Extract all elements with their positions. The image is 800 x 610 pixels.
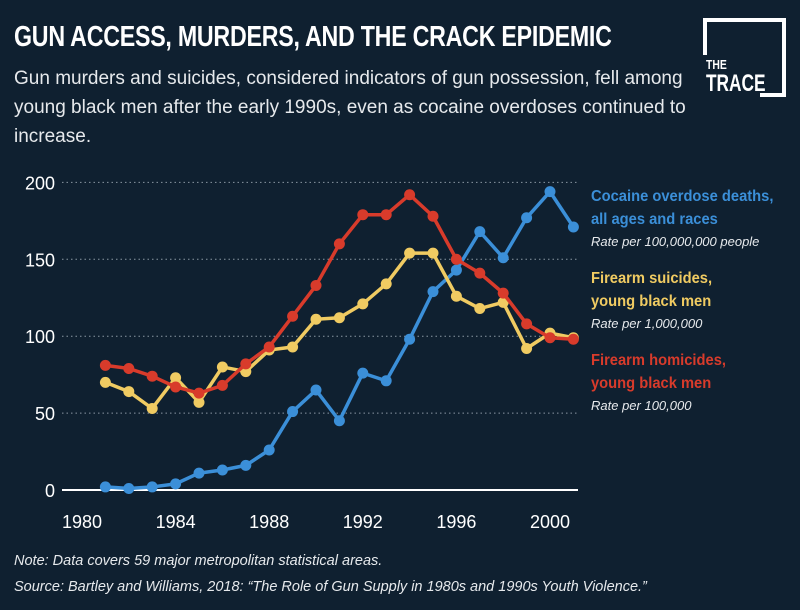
data-point bbox=[357, 209, 369, 221]
data-point bbox=[333, 415, 345, 427]
x-tick-label: 1980 bbox=[62, 512, 102, 532]
chart-subtitle: Gun murders and suicides, considered ind… bbox=[14, 68, 686, 147]
legend-rate: Rate per 100,000,000 people bbox=[591, 234, 760, 249]
data-point bbox=[170, 372, 182, 384]
legend-label: young black men bbox=[591, 375, 712, 392]
legend-homicides: Firearm homicides, young black men Rate … bbox=[591, 349, 738, 415]
data-point bbox=[146, 481, 158, 493]
data-point bbox=[357, 367, 369, 379]
x-tick-label: 1988 bbox=[249, 512, 289, 532]
data-point bbox=[380, 278, 392, 290]
data-point bbox=[427, 210, 439, 222]
legend-suicides: Firearm suicides, young black men Rate p… bbox=[591, 267, 723, 333]
legend-cocaine: Cocaine overdose deaths, all ages and ra… bbox=[591, 185, 789, 251]
the-trace-logo: THE TRACE bbox=[700, 15, 786, 100]
data-point bbox=[99, 376, 111, 388]
data-point bbox=[567, 221, 579, 233]
data-point bbox=[193, 467, 205, 479]
x-tick-label: 2000 bbox=[530, 512, 570, 532]
data-point bbox=[170, 478, 182, 490]
data-point bbox=[567, 333, 579, 345]
data-point bbox=[287, 310, 299, 322]
data-point bbox=[99, 481, 111, 493]
legend-label: young black men bbox=[591, 293, 712, 310]
logo-text-trace: TRACE bbox=[706, 70, 766, 97]
data-note: Note: Data covers 59 major metropolitan … bbox=[14, 553, 383, 569]
data-point bbox=[521, 212, 533, 224]
legend-label: Cocaine overdose deaths, bbox=[591, 188, 774, 205]
data-point bbox=[216, 464, 228, 476]
data-point bbox=[240, 358, 252, 370]
legend-label: all ages and races bbox=[591, 211, 718, 228]
y-tick-label: 0 bbox=[45, 481, 55, 501]
data-point bbox=[380, 375, 392, 387]
legend-label: Firearm suicides, bbox=[591, 270, 713, 287]
data-point bbox=[357, 298, 369, 310]
data-point bbox=[404, 247, 416, 259]
y-tick-label: 200 bbox=[25, 173, 55, 193]
data-point bbox=[404, 189, 416, 201]
y-tick-label: 150 bbox=[25, 250, 55, 270]
data-point bbox=[240, 366, 252, 378]
y-tick-label: 100 bbox=[25, 327, 55, 347]
data-point bbox=[123, 386, 135, 398]
chart-title: GUN ACCESS, MURDERS, AND THE CRACK EPIDE… bbox=[14, 21, 612, 53]
data-point bbox=[521, 318, 533, 330]
x-tick-label: 1996 bbox=[436, 512, 476, 532]
data-point bbox=[99, 359, 111, 371]
data-point bbox=[240, 459, 252, 471]
data-point bbox=[146, 402, 158, 414]
data-point bbox=[333, 312, 345, 324]
legend-rate: Rate per 1,000,000 bbox=[591, 316, 703, 331]
data-point bbox=[450, 253, 462, 265]
legend-label: Firearm homicides, bbox=[591, 352, 726, 369]
data-point bbox=[123, 362, 135, 374]
data-point bbox=[287, 341, 299, 353]
data-point bbox=[497, 287, 509, 299]
data-point bbox=[427, 286, 439, 298]
data-point bbox=[474, 226, 486, 238]
data-point bbox=[263, 444, 275, 456]
data-point bbox=[193, 387, 205, 399]
data-point bbox=[310, 384, 322, 396]
data-point bbox=[216, 379, 228, 391]
y-tick-label: 50 bbox=[35, 404, 55, 424]
data-point bbox=[263, 341, 275, 353]
legend-rate: Rate per 100,000 bbox=[591, 398, 692, 413]
data-point bbox=[333, 238, 345, 250]
data-point bbox=[474, 267, 486, 279]
data-point bbox=[450, 264, 462, 276]
data-point bbox=[404, 333, 416, 345]
data-point bbox=[123, 482, 135, 494]
data-point bbox=[544, 332, 556, 344]
data-point bbox=[146, 370, 158, 382]
data-point bbox=[170, 381, 182, 393]
data-point bbox=[380, 209, 392, 221]
logo-text-the: THE bbox=[706, 57, 727, 72]
data-point bbox=[521, 343, 533, 355]
data-point bbox=[193, 396, 205, 408]
data-point bbox=[544, 186, 556, 198]
data-point bbox=[310, 313, 322, 325]
data-point bbox=[216, 361, 228, 373]
x-tick-label: 1984 bbox=[156, 512, 196, 532]
series-line-0 bbox=[105, 189, 575, 491]
data-point bbox=[287, 406, 299, 418]
data-point bbox=[497, 252, 509, 264]
data-point bbox=[450, 290, 462, 302]
data-point bbox=[310, 279, 322, 291]
data-point bbox=[474, 303, 486, 315]
x-tick-label: 1992 bbox=[343, 512, 383, 532]
data-point bbox=[427, 247, 439, 259]
source-note: Source: Bartley and Williams, 2018: “The… bbox=[14, 579, 647, 595]
